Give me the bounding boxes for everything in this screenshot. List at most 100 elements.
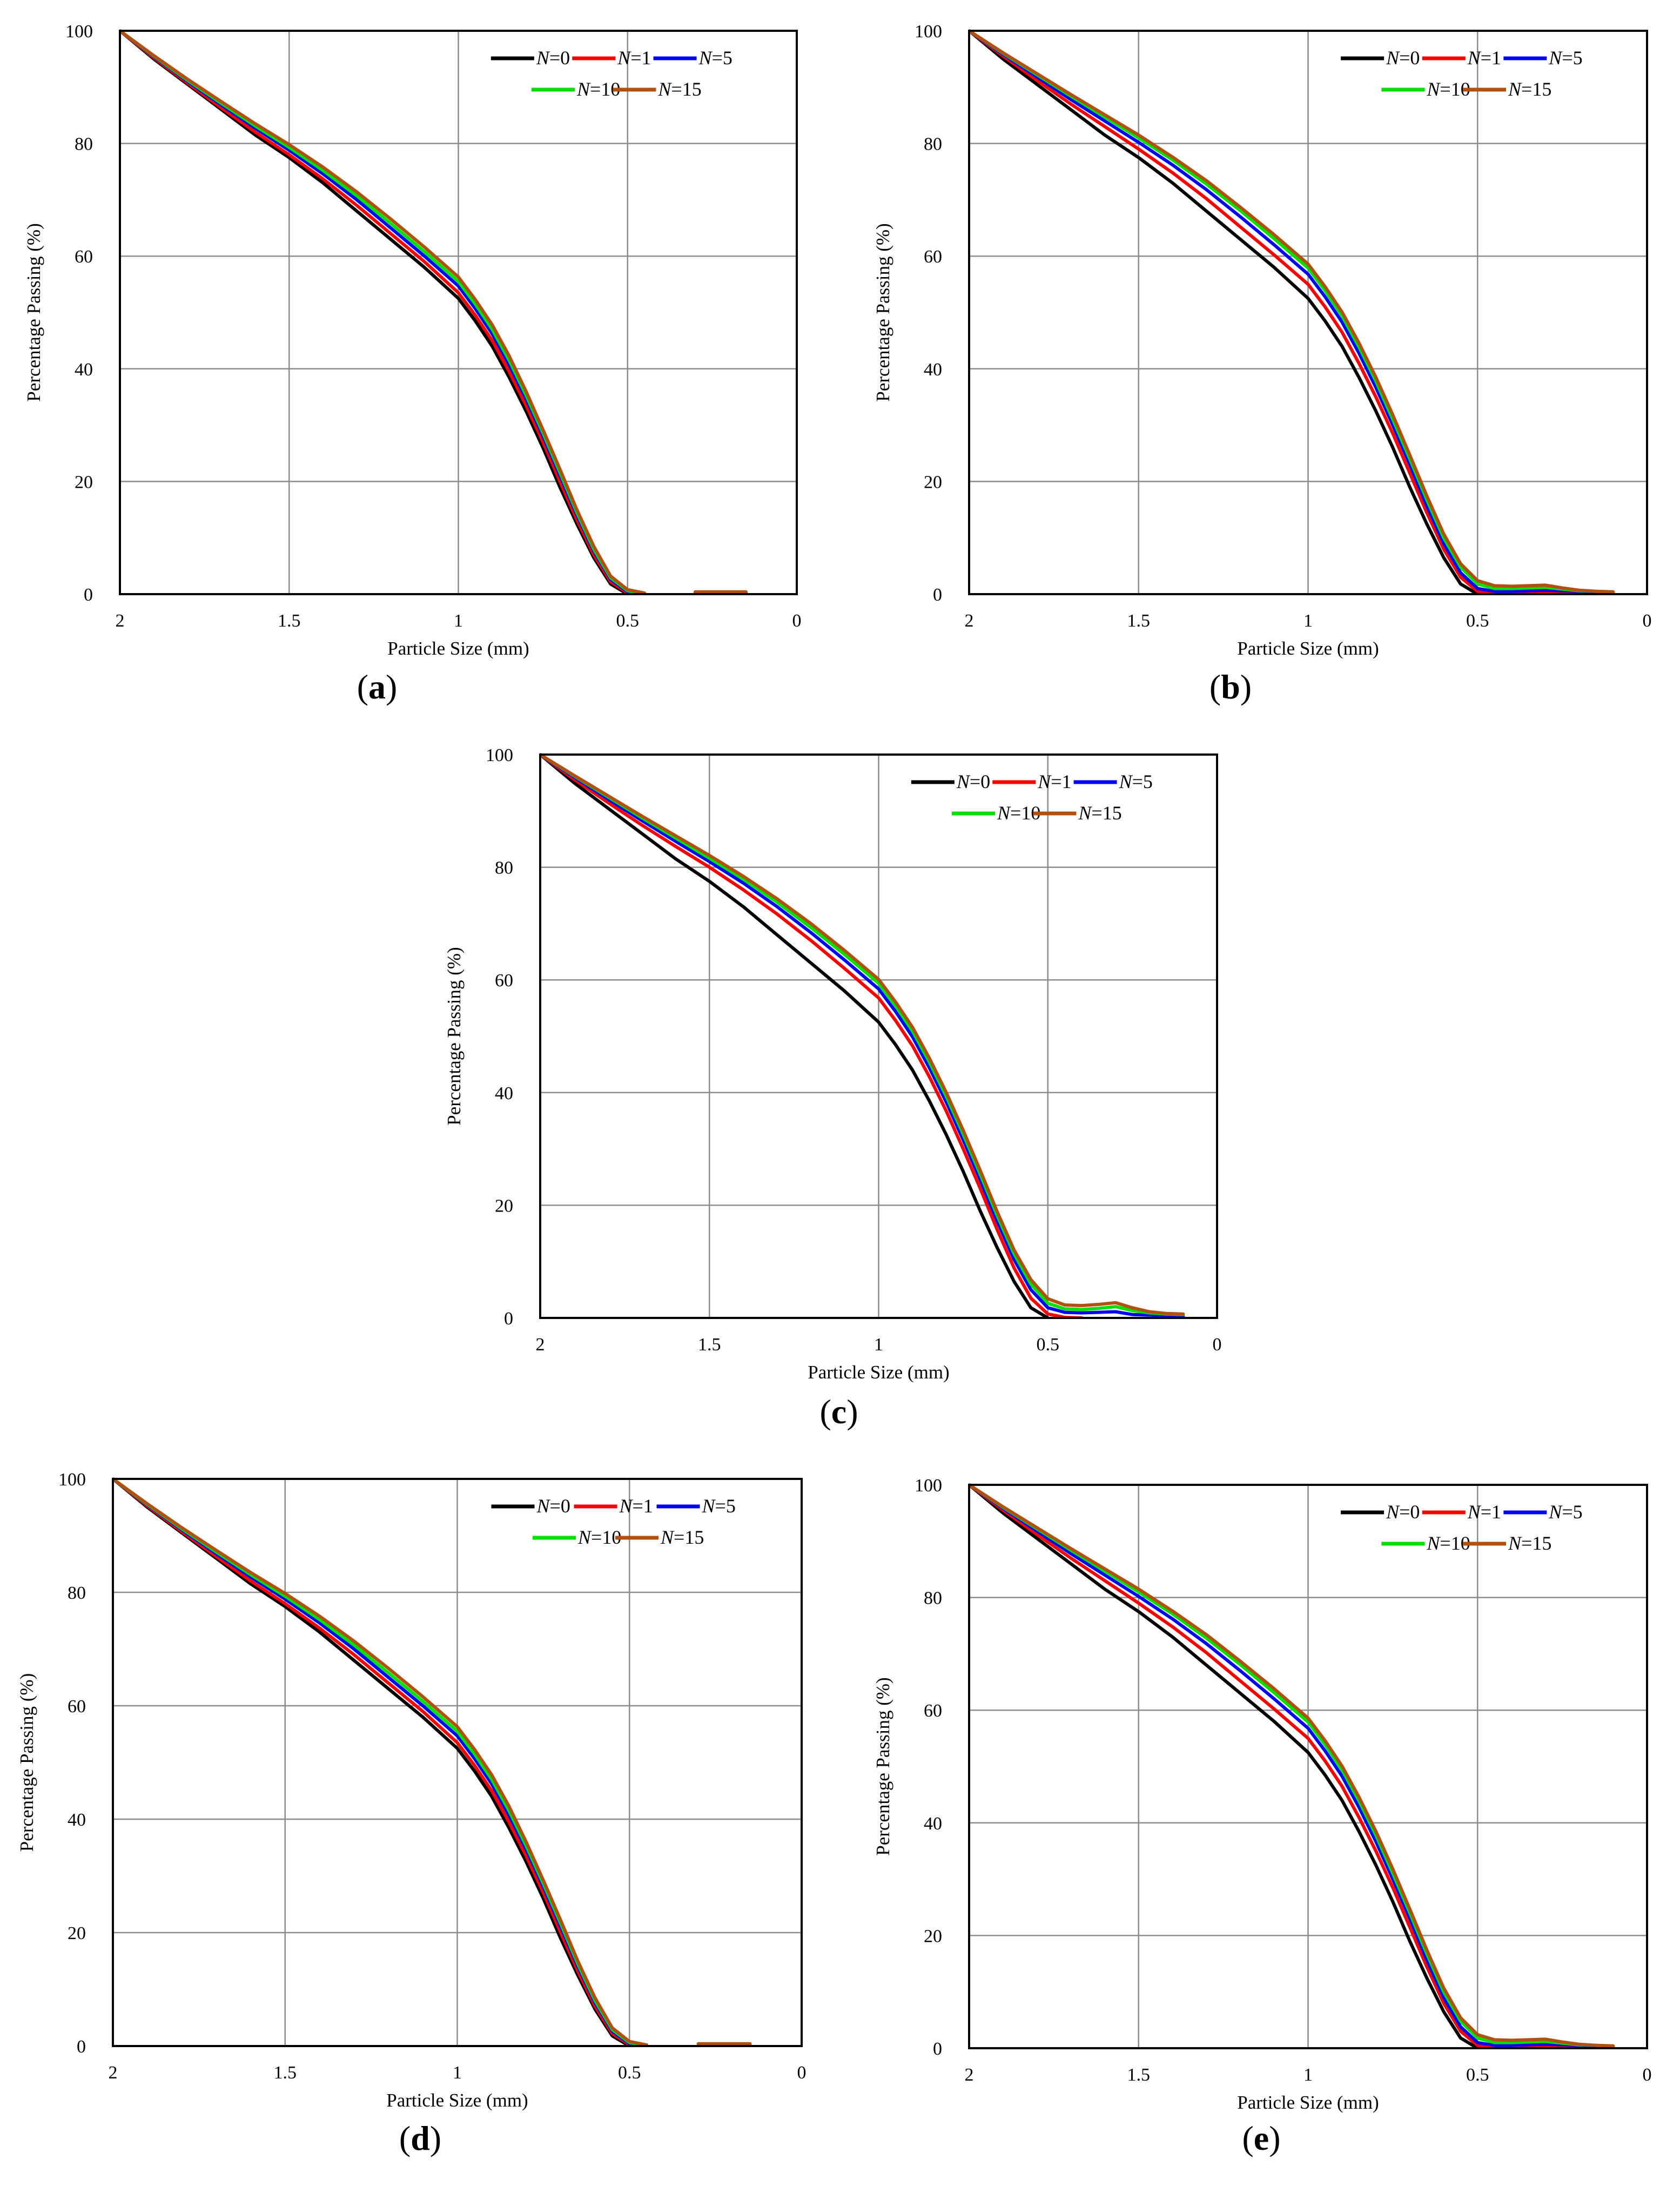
x-tick-label: 0 — [797, 2063, 807, 2083]
y-tick-label: 100 — [65, 22, 93, 42]
y-tick-label: 40 — [924, 1814, 942, 1834]
x-tick-label: 0.5 — [1037, 1335, 1060, 1355]
series-line-n-1 — [969, 29, 1615, 594]
panel-label-b: (b) — [1209, 668, 1252, 706]
y-tick-label: 40 — [495, 1084, 513, 1104]
y-tick-label: 40 — [924, 360, 942, 380]
series-line-n-0 — [120, 29, 629, 594]
series-line-n-10 — [113, 1477, 752, 2046]
legend-label: N=5 — [1548, 47, 1582, 69]
y-tick-label: 20 — [75, 472, 93, 492]
x-tick-label: 0 — [1643, 611, 1652, 631]
x-tick-label: 0.5 — [616, 611, 640, 631]
x-tick-label: 1.5 — [698, 1335, 721, 1355]
legend: N=0 N=1 N=5N=10 N=15 — [491, 1495, 736, 1548]
legend-label: N=15 — [657, 78, 701, 100]
legend-label: N=0 — [1386, 47, 1420, 69]
legend-label: N=0 — [536, 47, 570, 69]
series-line-n-15 — [113, 1477, 752, 2046]
x-tick-label: 1.5 — [278, 611, 301, 631]
y-tick-label: 40 — [68, 1810, 86, 1830]
series-group — [969, 1483, 1615, 2048]
legend-label: N=15 — [1078, 802, 1121, 824]
x-tick-label: 2 — [116, 611, 125, 631]
series-line-n-15 — [969, 1483, 1615, 2048]
x-tick-label: 1 — [874, 1335, 883, 1355]
y-tick-label: 80 — [924, 134, 942, 154]
plot-frame — [112, 1478, 803, 2047]
y-tick-label: 60 — [495, 971, 513, 991]
chart-panel-c: 2 1.5 1 0.5 0 0 20 40 60 80 100 Particle Size (mm) P… — [443, 745, 1222, 1383]
series-group — [969, 29, 1615, 594]
legend-label: N=1 — [619, 1495, 653, 1517]
legend-label: N=1 — [1467, 47, 1501, 69]
series-line-n-1 — [113, 1477, 649, 2046]
y-axis-title: Percentage Passing (%) — [443, 947, 465, 1125]
x-tick-label: 0 — [792, 611, 802, 631]
legend-label: N=1 — [1467, 1501, 1501, 1523]
y-tick-label: 20 — [495, 1196, 513, 1216]
y-axis-title: Percentage Passing (%) — [872, 223, 893, 401]
legend-label: N=10 — [577, 1526, 621, 1548]
y-tick-label: 80 — [68, 1583, 86, 1603]
series-line-n-0 — [969, 1483, 1480, 2048]
series-line-n-0 — [540, 753, 1050, 1318]
x-tick-label: 0.5 — [1466, 611, 1489, 631]
series-line-n-10 — [969, 29, 1615, 594]
panel-label-c: (c) — [819, 1392, 858, 1431]
legend-label: N=1 — [1037, 771, 1071, 792]
legend: N=0 N=1 N=5N=10 N=15 — [490, 47, 733, 100]
y-tick-label: 100 — [58, 1470, 86, 1490]
legend-label: N=0 — [956, 771, 990, 792]
panel-label-d: (d) — [399, 2119, 441, 2157]
y-tick-label: 100 — [915, 22, 942, 42]
y-tick-label: 60 — [924, 1701, 942, 1721]
legend-label: N=15 — [1508, 1532, 1551, 1554]
series-line-n-1 — [120, 29, 647, 594]
series-group — [540, 753, 1185, 1318]
panel-label-a: (a) — [357, 668, 398, 706]
chart-panel-a: 2 1.5 1 0.5 0 0 20 40 60 80 100 Particle Size (mm) P… — [23, 22, 802, 659]
legend-label: N=5 — [702, 1495, 736, 1517]
y-tick-label: 80 — [75, 134, 93, 154]
x-tick-label: 2 — [965, 611, 974, 631]
x-axis-title: Particle Size (mm) — [808, 1362, 949, 1383]
series-group — [113, 1477, 752, 2046]
y-tick-label: 20 — [924, 472, 942, 492]
chart-panel-b: 2 1.5 1 0.5 0 0 20 40 60 80 100 Particle Size (mm) P… — [872, 22, 1652, 659]
y-axis-title: Percentage Passing (%) — [16, 1673, 37, 1852]
y-tick-label: 0 — [933, 2039, 942, 2059]
y-tick-label: 0 — [504, 1309, 513, 1329]
series-line-n-5 — [120, 29, 748, 594]
panel-label-e: (e) — [1242, 2119, 1280, 2157]
series-line-n-10 — [120, 29, 748, 594]
x-axis-title: Particle Size (mm) — [387, 638, 529, 659]
series-line-n-1 — [969, 1483, 1615, 2048]
series-line-n-10 — [969, 1483, 1615, 2048]
x-tick-label: 1 — [1303, 2065, 1313, 2085]
legend-label: N=0 — [536, 1495, 570, 1517]
y-tick-label: 20 — [924, 1926, 942, 1946]
x-tick-label: 2 — [536, 1335, 545, 1355]
series-line-n-15 — [540, 753, 1185, 1316]
x-axis-title: Particle Size (mm) — [1237, 2092, 1379, 2113]
legend: N=0 N=1 N=5N=10 N=15 — [911, 771, 1153, 824]
series-line-n-0 — [113, 1477, 631, 2046]
x-tick-label: 0.5 — [1466, 2065, 1489, 2085]
legend-label: N=10 — [576, 78, 620, 100]
x-tick-label: 0 — [1643, 2065, 1652, 2085]
y-tick-label: 0 — [933, 585, 942, 605]
plot-frame — [119, 30, 798, 595]
y-tick-label: 80 — [495, 858, 513, 878]
legend-label: N=15 — [1508, 78, 1551, 100]
legend-label: N=5 — [1548, 1501, 1582, 1523]
plot-frame — [968, 1484, 1648, 2049]
legend: N=0 N=1 N=5N=10 N=15 — [1341, 47, 1583, 100]
legend-label: N=1 — [617, 47, 651, 69]
y-tick-label: 20 — [68, 1923, 86, 1943]
series-line-n-10 — [540, 753, 1185, 1316]
y-tick-label: 40 — [75, 360, 93, 380]
series-line-n-5 — [113, 1477, 752, 2046]
series-line-n-15 — [969, 29, 1615, 594]
